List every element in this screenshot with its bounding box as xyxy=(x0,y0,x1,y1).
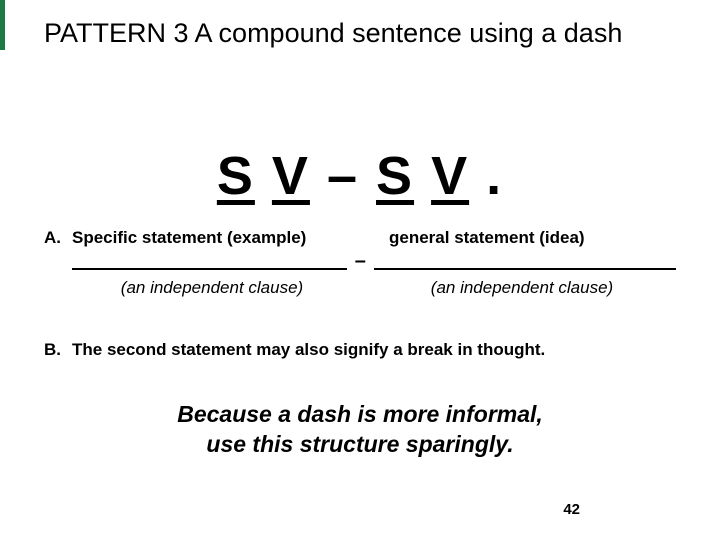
clause-right: (an independent clause) xyxy=(352,278,676,298)
informal-line2: use this structure sparingly. xyxy=(0,430,720,460)
page-number: 42 xyxy=(563,501,580,518)
item-a-row: A. Specific statement (example) general … xyxy=(44,228,676,248)
informal-line1: Because a dash is more informal, xyxy=(0,400,720,430)
slide: PATTERN 3 A compound sentence using a da… xyxy=(0,0,720,540)
pattern-v1: V xyxy=(272,146,310,206)
blank-dash: – xyxy=(347,253,374,269)
blank-line-row: – xyxy=(72,252,676,270)
item-b-bullet: B. xyxy=(44,340,72,360)
blank-left xyxy=(72,252,347,270)
pattern-s1: S xyxy=(217,146,255,206)
clause-row: (an independent clause) (an independent … xyxy=(72,278,676,298)
clause-left: (an independent clause) xyxy=(72,278,352,298)
pattern-s2: S xyxy=(376,146,414,206)
accent-bar xyxy=(0,0,5,50)
slide-title: PATTERN 3 A compound sentence using a da… xyxy=(44,18,622,49)
item-a-bullet: A. xyxy=(44,228,72,248)
pattern-dash: – xyxy=(327,146,359,206)
pattern-formula: S V – S V . xyxy=(0,145,720,207)
item-a-right-label: general statement (idea) xyxy=(359,228,676,248)
informal-note: Because a dash is more informal, use thi… xyxy=(0,400,720,460)
item-b-row: B. The second statement may also signify… xyxy=(44,340,676,360)
item-b-text: The second statement may also signify a … xyxy=(72,340,545,360)
pattern-period: . xyxy=(486,146,503,206)
blank-right xyxy=(374,252,676,270)
pattern-v2: V xyxy=(431,146,469,206)
item-a-left-label: Specific statement (example) xyxy=(72,228,359,248)
